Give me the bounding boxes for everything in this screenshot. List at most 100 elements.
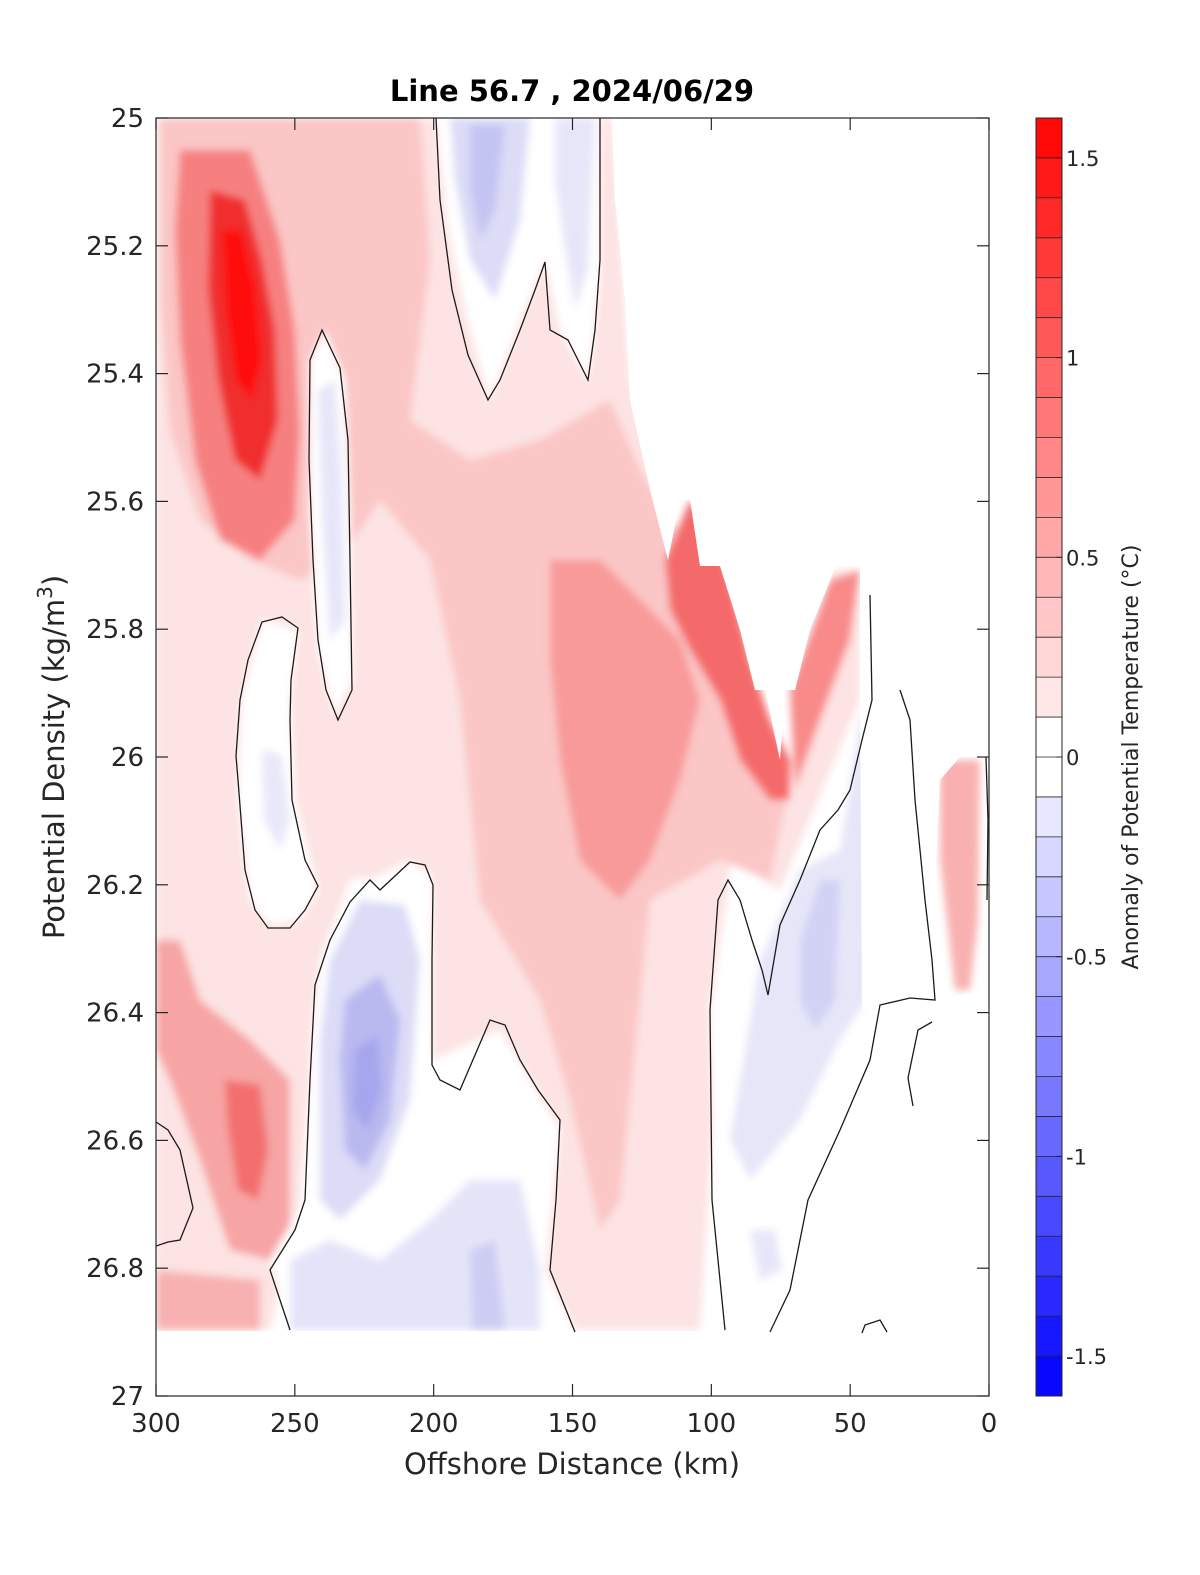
colorbar-step [1036, 157, 1062, 198]
contour-bottom-hook [861, 1319, 888, 1334]
field-negative-upper-right [555, 118, 595, 310]
y-tick-label: 26.4 [86, 999, 144, 1029]
colorbar-step [1036, 557, 1062, 598]
y-axis-label-close: ) [37, 575, 71, 586]
colorbar-step [1036, 717, 1062, 757]
contour-bottom-left [156, 1121, 194, 1247]
missing-data-mask-right [860, 990, 989, 1331]
colorbar-step [1036, 757, 1062, 797]
colorbar-step [1036, 517, 1062, 558]
field-negative-left-loop [262, 750, 290, 850]
field-positive-coastal-streak [665, 500, 790, 800]
colorbar-tick-label: 0 [1066, 746, 1079, 770]
zero-contours [156, 118, 989, 1334]
colorbar-step [1036, 277, 1062, 318]
colorbar-step [1036, 1156, 1062, 1197]
chart-title: Line 56.7 , 2024/06/29 [390, 74, 754, 108]
colorbar-tick-label: 0.5 [1066, 546, 1099, 570]
colorbar-step [1036, 876, 1062, 917]
colorbar-tick-label: -0.5 [1066, 946, 1107, 970]
x-tick-label: 50 [834, 1409, 867, 1439]
y-tick-label: 25.4 [86, 360, 144, 390]
colorbar-step [1036, 1316, 1062, 1357]
y-tick-label: 25.6 [86, 487, 144, 517]
colorbar-step [1036, 796, 1062, 837]
colorbar: 1.5 1 0.5 0 -0.5 -1 -1.5 Anomaly of Potential … [1035, 117, 1144, 1397]
field-positive-bottom-left [156, 1270, 260, 1330]
y-tick-label: 26.8 [86, 1254, 144, 1284]
colorbar-step [1036, 1276, 1062, 1317]
field-positive-offshore-core [550, 560, 700, 900]
x-tick-label: 0 [981, 1409, 998, 1439]
field-positive-lower-core [225, 1080, 268, 1200]
contour-right-inner [769, 689, 936, 1333]
contour-left-loop [235, 616, 319, 929]
field-negative-narrow-core [318, 380, 345, 640]
y-tick-label: 26.2 [86, 871, 144, 901]
contour-upper [435, 118, 601, 402]
y-axis-label: Potential Density (kg/m3) [33, 575, 71, 939]
colorbar-step [1036, 437, 1062, 478]
colorbar-step [1036, 1076, 1062, 1117]
missing-data-mask-bottom [156, 1331, 989, 1396]
colorbar-step [1036, 916, 1062, 957]
contour-right-stub [907, 1021, 933, 1107]
x-tick-label: 150 [548, 1409, 598, 1439]
colorbar-ticks: 1.5 1 0.5 0 -0.5 -1 -1.5 [1056, 147, 1107, 1369]
colorbar-step [1036, 477, 1062, 518]
colorbar-step [1036, 677, 1062, 718]
colorbar-step [1036, 237, 1062, 278]
colorbar-step [1036, 836, 1062, 877]
colorbar-step [1036, 956, 1062, 997]
y-tick-label: 26 [111, 743, 144, 773]
colorbar-step [1036, 357, 1062, 398]
y-tick-label: 25.2 [86, 232, 144, 262]
colorbar-step [1036, 118, 1062, 158]
colorbar-step [1036, 637, 1062, 678]
field-negative-lower-core [352, 1035, 382, 1130]
field-negative-upper-core [470, 125, 505, 240]
colorbar-step [1036, 1196, 1062, 1237]
field-positive-coastal-lobe [940, 760, 980, 990]
contour-coast [985, 756, 989, 901]
colorbar-tick-label: 1.5 [1066, 147, 1099, 171]
y-axis-label-sup: 3 [33, 586, 57, 599]
colorbar-steps [1036, 117, 1062, 1396]
field-positive-core-peak [222, 230, 262, 400]
colorbar-tick-label: -1.5 [1066, 1345, 1107, 1369]
y-tick-label: 25 [111, 104, 144, 134]
x-axis-label: Offshore Distance (km) [404, 1447, 740, 1481]
contour-narrow [308, 328, 353, 722]
field-negative-right-low [750, 1230, 782, 1280]
y-tick-label: 27 [111, 1382, 144, 1412]
y-tick-label: 26.6 [86, 1126, 144, 1156]
y-axis: 25 25.2 25.4 25.6 25.8 26 26.2 26.4 26.6 26.8 27 [86, 104, 989, 1412]
x-axis: 300 250 200 150 100 50 0 [131, 118, 997, 1439]
x-tick-label: 200 [409, 1409, 459, 1439]
y-tick-label: 25.8 [86, 615, 144, 645]
colorbar-step [1036, 1236, 1062, 1277]
field-negative-bottom-core [470, 1240, 505, 1330]
colorbar-tick-label: -1 [1066, 1145, 1087, 1169]
field-negative-right-core [800, 880, 840, 1030]
x-tick-label: 250 [270, 1409, 320, 1439]
y-axis-label-main: Potential Density (kg/m [37, 599, 71, 939]
colorbar-step [1036, 1036, 1062, 1077]
colorbar-step [1036, 996, 1062, 1037]
missing-data-mask [612, 118, 989, 1010]
field-positive-50km [790, 570, 860, 790]
colorbar-tick-label: 1 [1066, 347, 1079, 371]
colorbar-step [1036, 397, 1062, 438]
colorbar-label: Anomaly of Potential Temperature (°C) [1119, 545, 1144, 970]
x-tick-label: 300 [131, 1409, 181, 1439]
x-tick-label: 100 [687, 1409, 737, 1439]
colorbar-step [1036, 317, 1062, 358]
contour-lower [269, 861, 576, 1333]
colorbar-step [1036, 597, 1062, 638]
contour-right [709, 594, 873, 1331]
anomaly-field [156, 118, 989, 1396]
colorbar-step [1036, 1116, 1062, 1157]
colorbar-step [1036, 197, 1062, 238]
colorbar-step [1036, 1356, 1062, 1396]
